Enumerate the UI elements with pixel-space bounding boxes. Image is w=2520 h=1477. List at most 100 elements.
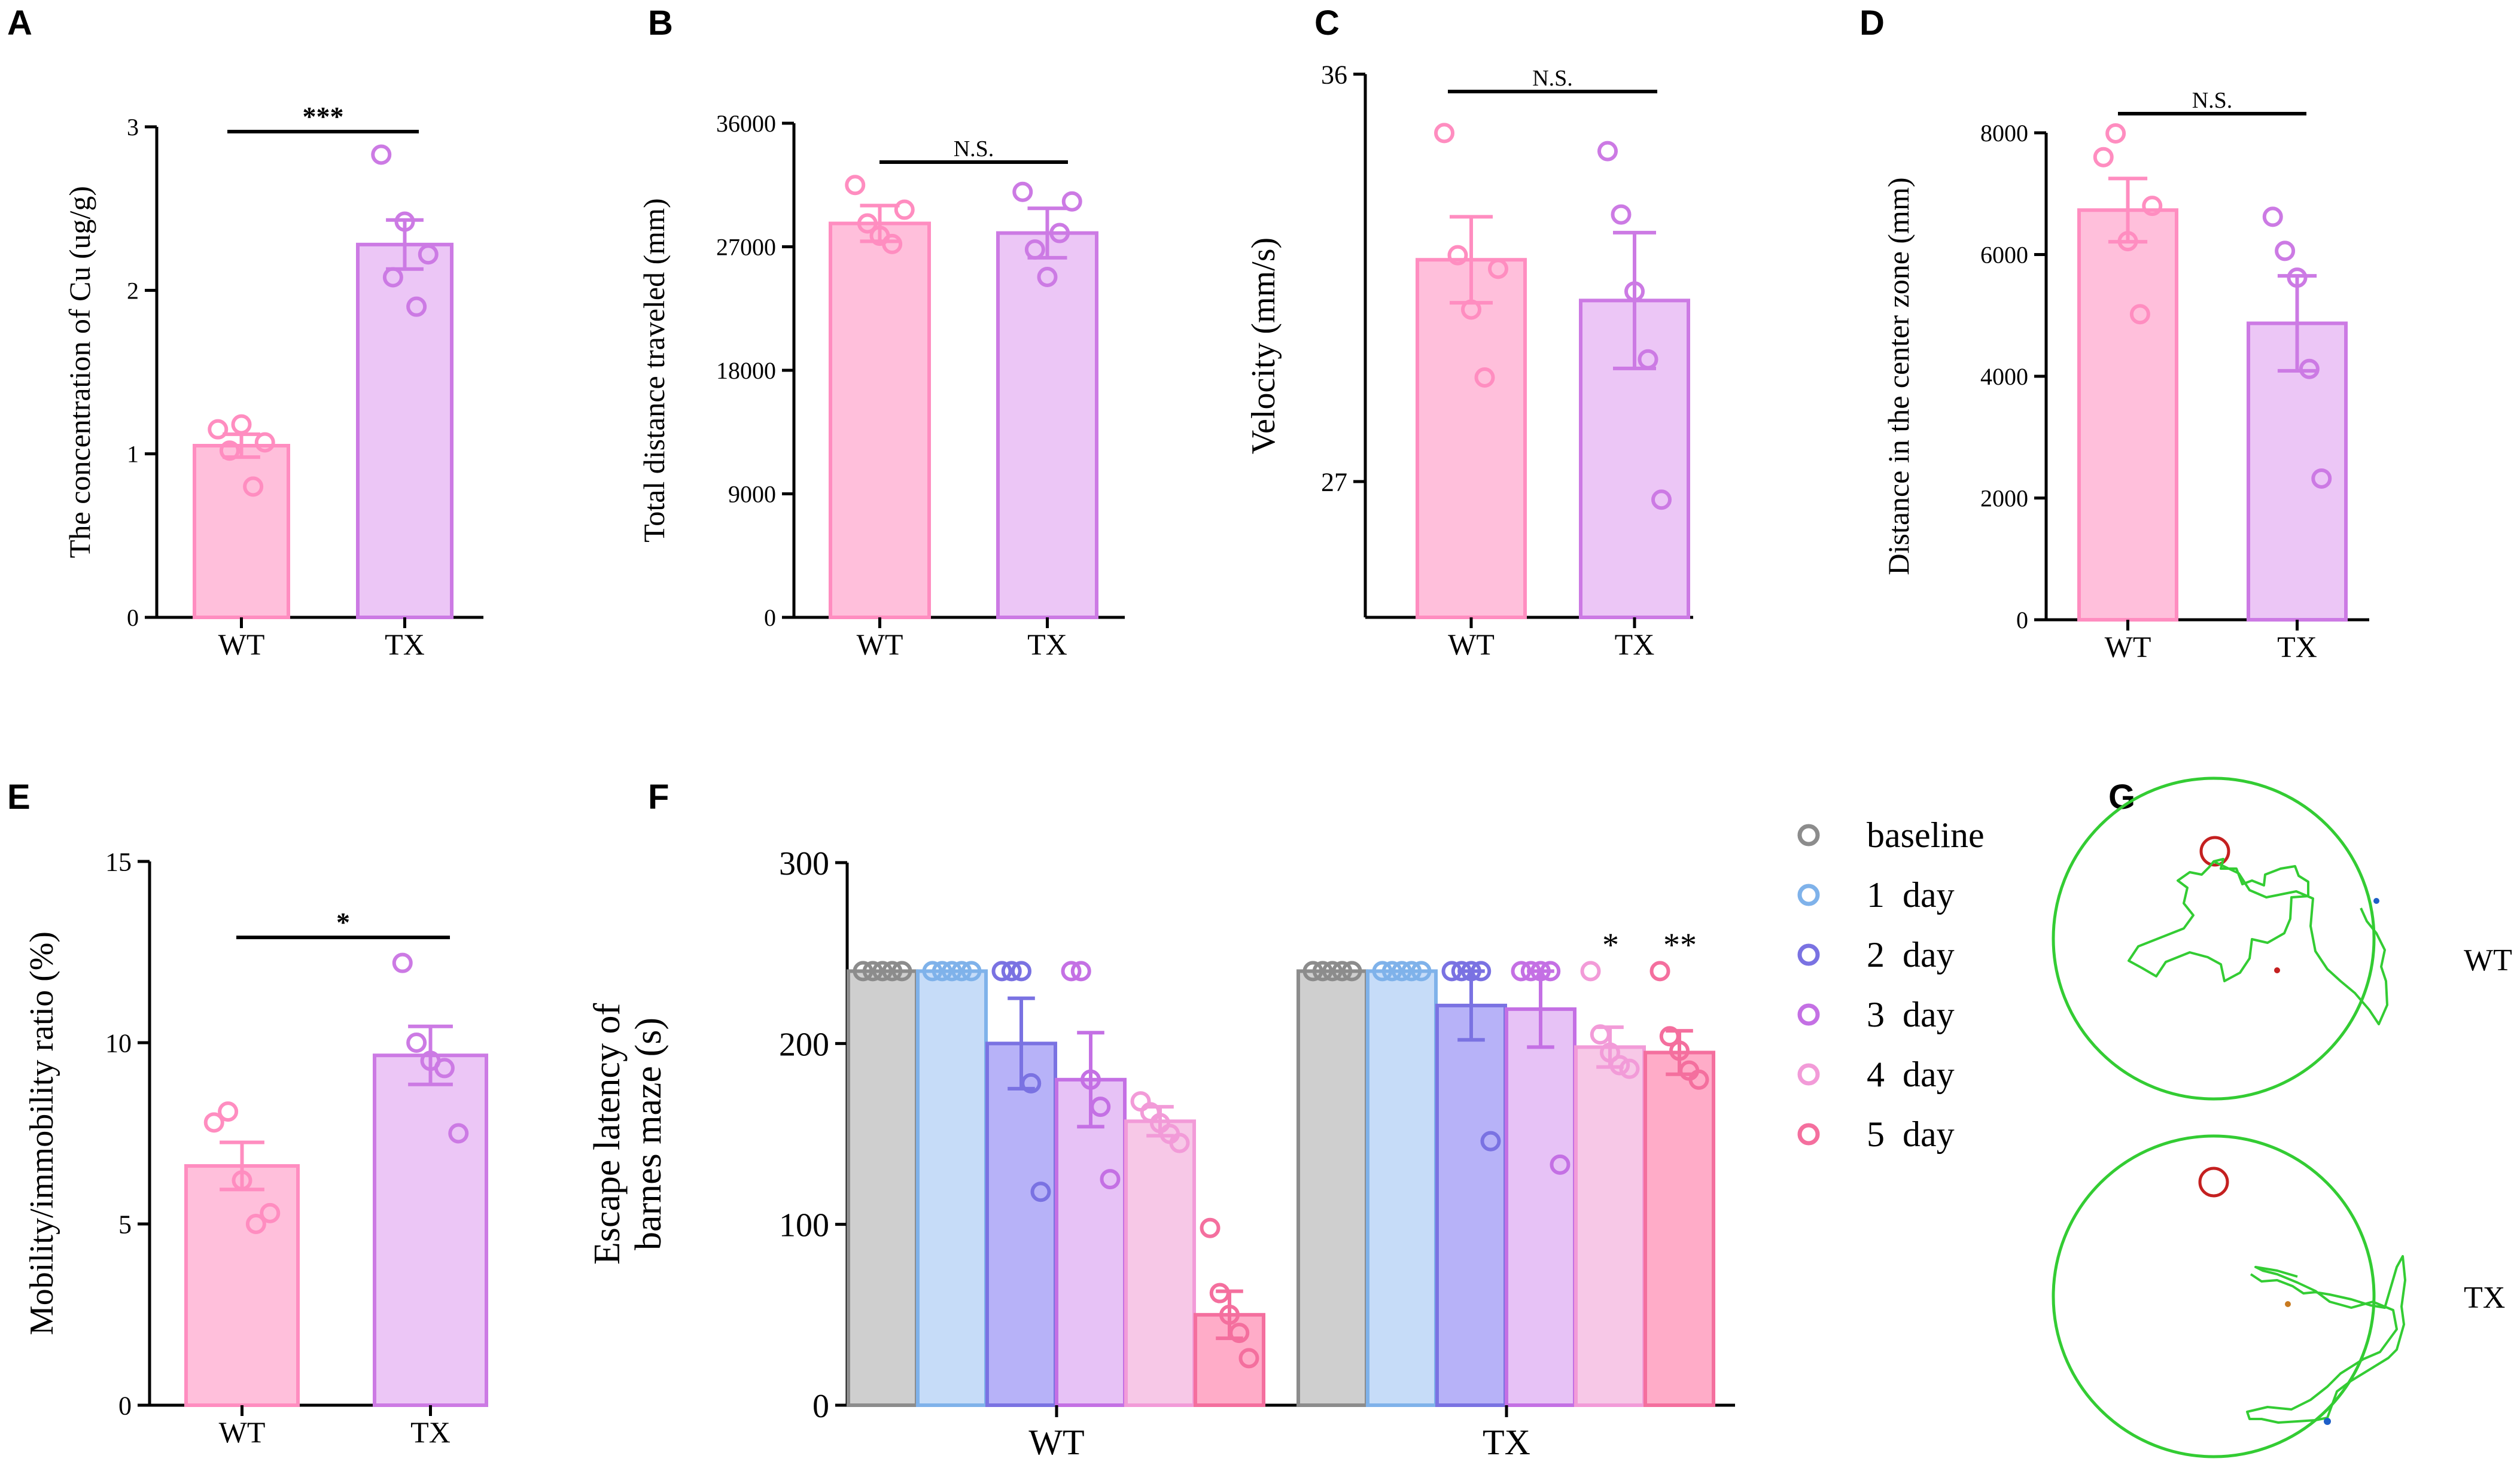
x-tick-label: TX xyxy=(1483,1423,1530,1462)
data-point xyxy=(1061,961,1082,982)
y-tick-label: 100 xyxy=(779,1207,829,1244)
data-point xyxy=(1021,1073,1042,1094)
x-tick-label: TX xyxy=(410,1415,451,1449)
track-path-wt xyxy=(2128,858,2388,1025)
data-point xyxy=(932,961,952,982)
y-tick-label: 0 xyxy=(2016,607,2028,634)
data-point xyxy=(1012,181,1033,202)
bar-4-day-tx xyxy=(1574,1045,1646,1407)
data-point xyxy=(1219,1304,1240,1325)
y-tick-label: 2000 xyxy=(1980,485,2028,512)
panel-d-center-zone-distance: D 0 2000 4000 6000 8000 Distance in the center… xyxy=(1859,4,2369,663)
x-tick-label: WT xyxy=(2105,630,2151,663)
y-tick-label: 10 xyxy=(105,1028,132,1058)
data-point xyxy=(448,1123,469,1144)
data-point xyxy=(2142,196,2163,217)
data-point xyxy=(1302,961,1323,982)
x-tick-label: WT xyxy=(219,1415,266,1449)
y-tick-label: 0 xyxy=(127,604,139,631)
data-point xyxy=(951,961,972,982)
y-tick-label: 2 xyxy=(127,277,139,304)
data-point xyxy=(1037,266,1058,287)
y-axis-label: Total distance traveled (mm) xyxy=(637,198,671,542)
legend-marker xyxy=(1797,1003,1820,1026)
legend-entry: 1 day xyxy=(1867,875,1955,915)
data-point xyxy=(1100,1169,1121,1190)
data-point xyxy=(1401,961,1422,982)
significance-label: N.S. xyxy=(954,136,994,162)
bar-tx xyxy=(996,231,1098,619)
data-point xyxy=(1540,961,1561,982)
data-point xyxy=(1011,961,1031,982)
arena-tx xyxy=(2052,1134,2376,1458)
data-point xyxy=(1049,223,1070,243)
bar-1-day-tx xyxy=(1366,969,1438,1407)
data-point xyxy=(1130,1091,1151,1112)
data-point xyxy=(1451,961,1472,982)
data-point xyxy=(1649,961,1670,982)
data-point xyxy=(203,1112,224,1133)
data-point xyxy=(894,199,915,220)
data-point xyxy=(382,267,403,288)
bar-wt xyxy=(1416,258,1527,619)
data-point xyxy=(2287,267,2308,288)
significance-label: N.S. xyxy=(1532,66,1573,91)
start-point-wt xyxy=(2274,967,2280,973)
panel-letter: F xyxy=(648,778,669,817)
panel-e-mobility-ratio: E 0 5 10 15 Mobility/immobility ratio (%) WT TX… xyxy=(7,778,488,1449)
data-point xyxy=(218,1101,239,1122)
data-point xyxy=(1461,961,1481,982)
data-point xyxy=(1619,1058,1640,1079)
data-point xyxy=(1659,1026,1680,1047)
data-point xyxy=(922,961,943,982)
panel-letter: B xyxy=(648,4,673,42)
data-point xyxy=(1447,245,1468,266)
y-tick-label: 4000 xyxy=(1980,363,2028,390)
bar-wt xyxy=(2077,208,2178,622)
data-point xyxy=(1471,961,1492,982)
y-tick-label: 27000 xyxy=(716,234,776,261)
bar-tx xyxy=(2247,321,2348,622)
panel-letter: A xyxy=(7,4,32,42)
y-tick-label: 36000 xyxy=(716,110,776,137)
legend-entry: 5 day xyxy=(1867,1114,1955,1154)
panel-f-barnes-maze: F 0 100 200 300 Escape latency of barnes maze … xyxy=(587,778,1985,1462)
legend-entry: 3 day xyxy=(1867,995,1955,1034)
panel-letter: G xyxy=(2108,778,2135,817)
data-point xyxy=(1312,961,1333,982)
data-point xyxy=(942,961,962,982)
data-point xyxy=(882,233,903,254)
y-tick-label: 0 xyxy=(812,1388,829,1425)
data-point xyxy=(1070,961,1091,982)
data-point xyxy=(1381,961,1402,982)
y-axis-label: Velocity (mm/s) xyxy=(1245,237,1282,454)
data-point xyxy=(1488,258,1508,279)
end-point-tx xyxy=(2324,1418,2331,1425)
y-tick-label: 8000 xyxy=(1980,120,2028,147)
significance-label: ** xyxy=(1663,927,1697,964)
data-point xyxy=(891,961,912,982)
track-path-tx xyxy=(2246,1255,2406,1424)
legend-entry: 4 day xyxy=(1867,1055,1955,1094)
data-point xyxy=(1030,1181,1051,1202)
legend-marker xyxy=(1797,943,1820,966)
bar-wt xyxy=(193,444,290,619)
data-point xyxy=(219,440,240,461)
data-point xyxy=(1411,961,1432,982)
y-tick-label: 0 xyxy=(764,604,776,631)
data-point xyxy=(882,961,903,982)
x-tick-label: TX xyxy=(1027,628,1067,661)
data-point xyxy=(260,1202,281,1223)
legend-marker xyxy=(1797,1123,1820,1146)
x-tick-label: TX xyxy=(2277,630,2317,663)
data-point xyxy=(418,244,439,265)
target-hole-wt xyxy=(2199,836,2230,867)
bar-1-day-wt xyxy=(916,969,988,1407)
bar-5-day-tx xyxy=(1644,1050,1715,1407)
data-point xyxy=(1624,281,1645,302)
data-point xyxy=(961,961,982,982)
bar-2-day-tx xyxy=(1435,1003,1507,1408)
data-point xyxy=(1392,961,1412,982)
bar-tx xyxy=(373,1053,488,1407)
